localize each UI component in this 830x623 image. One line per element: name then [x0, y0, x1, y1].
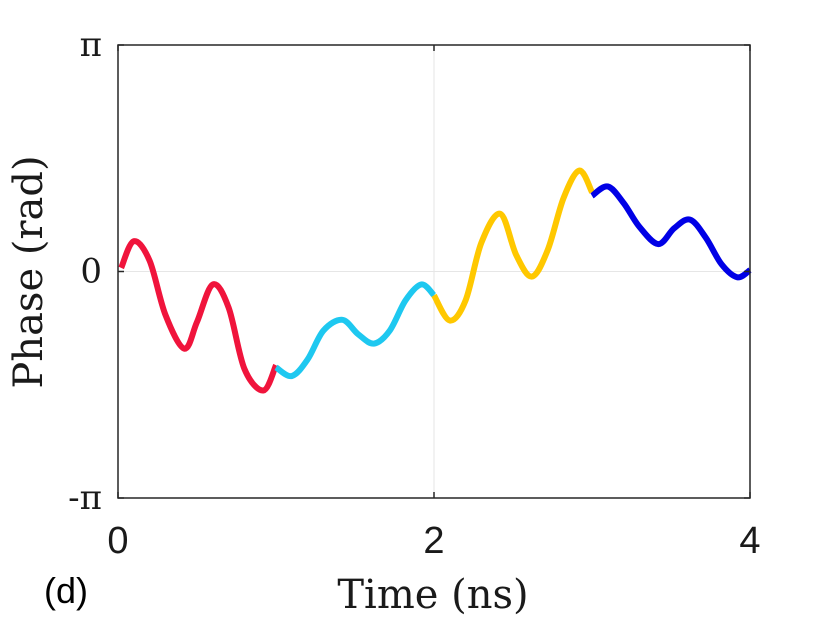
tick-marks: [117, 44, 751, 499]
series-line-1: [118, 238, 279, 394]
series-line-3: [431, 167, 595, 324]
series-lines: [118, 167, 752, 394]
x-tick-label: 2: [423, 520, 444, 562]
y-axis-label: Phase (rad): [6, 155, 52, 388]
series-line-2: [274, 281, 437, 380]
x-tick-labels: 0 2 4: [107, 520, 760, 562]
y-tick-label: 0: [80, 252, 102, 292]
x-tick-label: 0: [107, 520, 128, 562]
grid: [118, 45, 750, 498]
panel-label: (d): [44, 570, 88, 611]
y-tick-label: π: [80, 25, 102, 65]
y-tick-label: -π: [68, 478, 102, 518]
series-line-4: [590, 183, 752, 281]
x-tick-label: 4: [739, 520, 760, 562]
y-tick-labels: π 0 -π: [68, 25, 102, 518]
x-axis-label: Time (ns): [337, 572, 528, 618]
